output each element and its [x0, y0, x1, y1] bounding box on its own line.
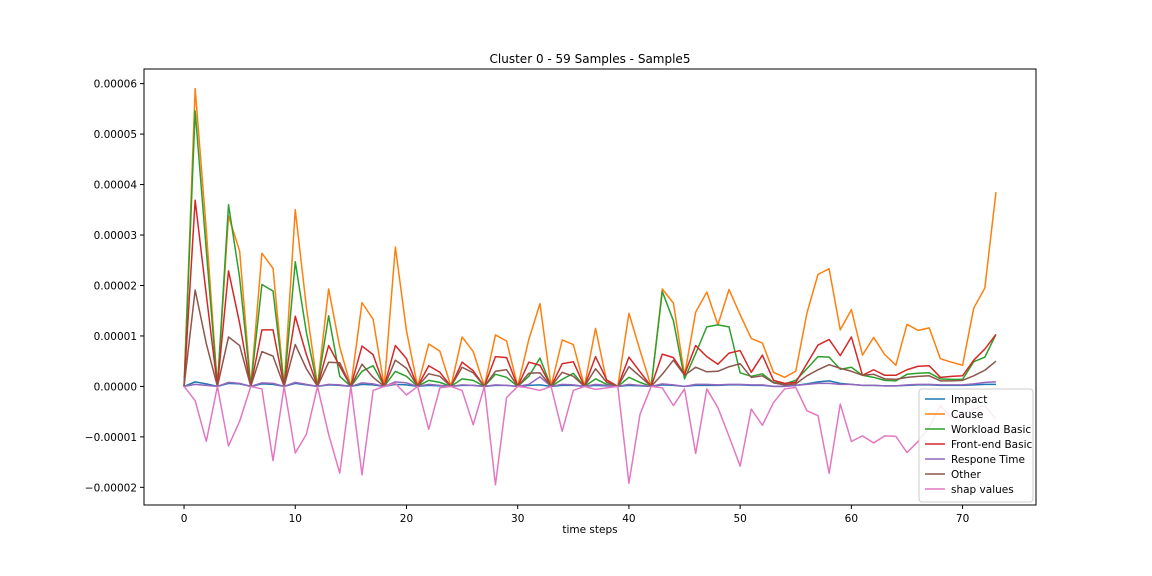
x-tick-label: 60 — [845, 513, 858, 525]
x-tick-label: 10 — [289, 513, 302, 525]
axes: 0 10 20 30 40 50 60 70 −0.00002 −0.00001 0.00000 0.… — [85, 79, 969, 525]
chart-title: Cluster 0 - 59 Samples - Sample5 — [490, 52, 691, 66]
legend-label-impact: Impact — [951, 394, 987, 406]
series-line-respone-time — [183, 376, 996, 388]
series-line-shap-values — [183, 382, 997, 486]
x-axis-label: time steps — [562, 524, 617, 536]
x-tick-label: 70 — [956, 513, 969, 525]
series-line-front-end-basic — [183, 199, 997, 388]
series-lines — [183, 87, 997, 486]
y-tick-label: −0.00001 — [85, 432, 137, 444]
y-tick-label: 0.00002 — [94, 280, 137, 292]
y-tick-label: 0.00004 — [94, 180, 138, 192]
legend-label-front-end-basic: Front-end Basic — [951, 439, 1032, 451]
legend-label-respone-time: Respone Time — [951, 454, 1025, 466]
x-tick-label: 20 — [400, 513, 413, 525]
y-tick-label: 0.00001 — [94, 331, 137, 343]
y-tick-label: 0.00003 — [94, 230, 137, 242]
x-tick-label: 40 — [622, 513, 635, 525]
x-tick-label: 0 — [181, 513, 188, 525]
series-line-other — [183, 289, 997, 388]
plot-area-frame — [143, 68, 1037, 506]
x-tick-label: 50 — [733, 513, 746, 525]
legend-label-other: Other — [951, 469, 981, 481]
y-tick-label: 0.00005 — [94, 129, 137, 141]
legend-label-shap-values: shap values — [951, 484, 1014, 496]
legend-box — [918, 388, 1034, 503]
y-tick-label: 0.00000 — [94, 381, 137, 393]
x-tick-label: 30 — [511, 513, 524, 525]
legend-label-cause: Cause — [951, 409, 983, 421]
legend: Impact Cause Workload Basic Front-end Basic… — [918, 388, 1034, 503]
y-tick-label: 0.00006 — [94, 79, 138, 91]
legend-label-workload-basic: Workload Basic — [951, 424, 1031, 436]
y-tick-label: −0.00002 — [85, 482, 137, 494]
